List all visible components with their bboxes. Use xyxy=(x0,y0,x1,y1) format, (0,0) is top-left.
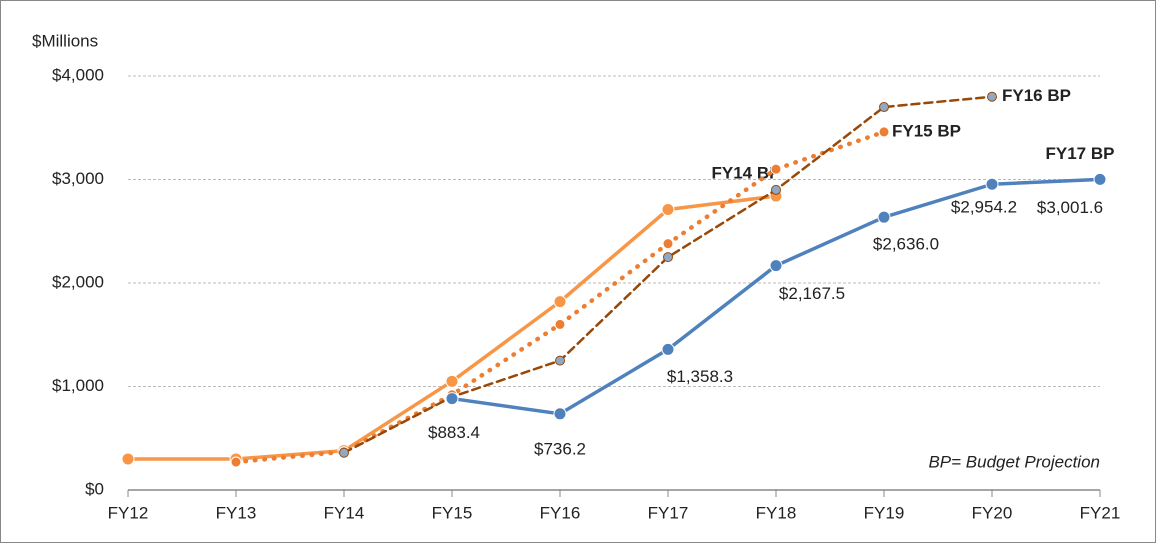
x-tick-label: FY16 xyxy=(540,503,581,522)
point-marker xyxy=(121,452,135,466)
data-label: $736.2 xyxy=(534,439,586,458)
point-marker xyxy=(554,318,566,330)
series-label: FY16 BP xyxy=(1002,86,1071,105)
data-label: $1,358.3 xyxy=(667,367,733,386)
point-marker xyxy=(555,355,565,366)
point-marker xyxy=(879,102,889,113)
x-tick-label: FY12 xyxy=(108,503,149,522)
point-marker xyxy=(445,392,459,406)
y-tick-label: $4,000 xyxy=(52,65,104,84)
data-label: $2,954.2 xyxy=(951,198,1017,217)
x-tick-label: FY17 xyxy=(648,503,689,522)
point-marker xyxy=(769,259,783,273)
point-marker xyxy=(878,126,890,138)
y-tick-label: $0 xyxy=(85,479,104,498)
data-label: $2,167.5 xyxy=(779,284,845,303)
x-tick-label: FY13 xyxy=(216,503,257,522)
point-marker xyxy=(771,184,781,195)
series-label: FY15 BP xyxy=(892,121,961,140)
point-marker xyxy=(663,252,673,263)
point-marker xyxy=(987,91,997,102)
point-marker xyxy=(661,203,675,217)
point-marker xyxy=(985,177,999,191)
point-marker xyxy=(770,163,782,175)
x-tick-label: FY18 xyxy=(756,503,797,522)
point-marker xyxy=(445,374,459,388)
x-tick-label: FY20 xyxy=(972,503,1013,522)
point-marker xyxy=(661,342,675,356)
series-label: FY17 BP xyxy=(1046,144,1115,163)
data-label: $2,636.0 xyxy=(873,235,939,254)
point-marker xyxy=(1093,172,1107,186)
x-tick-label: FY19 xyxy=(864,503,905,522)
data-label: $883.4 xyxy=(428,423,480,442)
annotation: BP= Budget Projection xyxy=(928,452,1100,471)
point-marker xyxy=(877,210,891,224)
point-marker xyxy=(553,295,567,309)
point-marker xyxy=(553,407,567,421)
point-marker xyxy=(339,447,349,458)
data-label: $3,001.6 xyxy=(1037,198,1103,217)
point-marker xyxy=(662,238,674,250)
x-tick-label: FY21 xyxy=(1080,503,1121,522)
y-tick-label: $2,000 xyxy=(52,272,104,291)
x-tick-label: FY14 xyxy=(324,503,365,522)
y-axis-label: $Millions xyxy=(32,31,98,50)
x-tick-label: FY15 xyxy=(432,503,473,522)
y-tick-label: $1,000 xyxy=(52,376,104,395)
y-tick-label: $3,000 xyxy=(52,169,104,188)
point-marker xyxy=(230,456,242,468)
